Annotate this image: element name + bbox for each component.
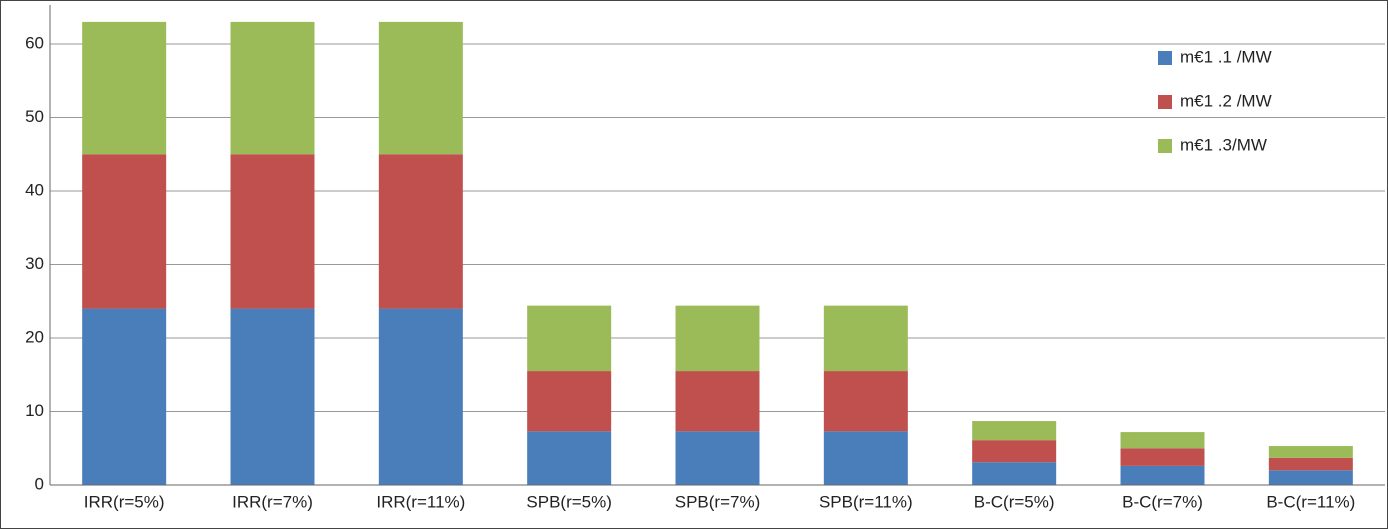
x-tick-label: SPB(r=5%)	[526, 492, 612, 511]
x-tick-label: B-C(r=11%)	[1266, 492, 1355, 511]
bar-segment	[1268, 470, 1353, 485]
bar-segment	[527, 431, 612, 485]
bar-segment	[82, 154, 167, 309]
bar-segment	[1268, 457, 1353, 471]
bar-segment	[675, 305, 760, 372]
y-tick-label: 10	[25, 401, 44, 420]
legend-swatch	[1158, 95, 1172, 109]
bar-segment	[972, 462, 1057, 485]
x-tick-label: IRR(r=5%)	[84, 492, 165, 511]
bar-segment	[527, 305, 612, 372]
y-tick-label: 20	[25, 327, 44, 346]
bar-segment	[82, 21, 167, 155]
bar-segment	[1120, 432, 1205, 449]
y-tick-label: 40	[25, 180, 44, 199]
x-tick-label: SPB(r=7%)	[675, 492, 761, 511]
bar-segment	[230, 154, 315, 309]
bar-segment	[823, 305, 908, 372]
x-tick-label: B-C(r=5%)	[974, 492, 1055, 511]
y-tick-label: 0	[35, 474, 44, 493]
legend-label: m€1 .1 /MW	[1180, 47, 1272, 66]
x-tick-label: IRR(r=11%)	[376, 492, 465, 511]
bar-segment	[230, 21, 315, 155]
bar-segment	[527, 371, 612, 432]
y-tick-label: 60	[25, 33, 44, 52]
bar-segment	[230, 308, 315, 485]
bar-segment	[675, 371, 760, 432]
y-tick-label: 50	[25, 107, 44, 126]
legend-label: m€1 .2 /MW	[1180, 91, 1272, 110]
bar-segment	[972, 440, 1057, 463]
x-tick-label: B-C(r=7%)	[1122, 492, 1203, 511]
y-tick-label: 30	[25, 254, 44, 273]
bar-segment	[378, 21, 463, 155]
bar-segment	[1120, 448, 1205, 466]
x-tick-label: SPB(r=11%)	[819, 492, 913, 511]
bar-segment	[972, 421, 1057, 441]
legend-swatch	[1158, 139, 1172, 153]
bar-segment	[1268, 446, 1353, 458]
bar-segment	[1120, 465, 1205, 485]
legend-swatch	[1158, 51, 1172, 65]
x-tick-label: IRR(r=7%)	[232, 492, 313, 511]
bar-segment	[378, 154, 463, 309]
legend-label: m€1 .3/MW	[1180, 135, 1267, 154]
bar-segment	[823, 371, 908, 432]
bar-segment	[378, 308, 463, 485]
bar-segment	[82, 308, 167, 485]
bar-segment	[823, 431, 908, 485]
bar-segment	[675, 431, 760, 485]
